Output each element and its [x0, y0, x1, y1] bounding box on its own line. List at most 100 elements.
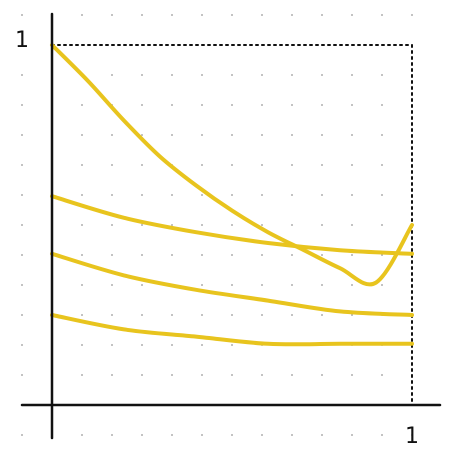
grid-dot	[231, 194, 233, 196]
grid-dot	[141, 14, 143, 16]
grid-dot	[21, 284, 23, 286]
grid-dot	[111, 344, 113, 346]
grid-dot	[321, 134, 323, 136]
grid-dot	[21, 314, 23, 316]
grid-dot	[21, 254, 23, 256]
grid-dot	[351, 434, 353, 436]
grid-dot	[201, 374, 203, 376]
grid-dot	[261, 314, 263, 316]
grid-dot	[21, 374, 23, 376]
grid-dot	[351, 164, 353, 166]
grid-dot	[261, 164, 263, 166]
grid-dot	[201, 194, 203, 196]
grid-dot	[321, 104, 323, 106]
grid-dot	[81, 314, 83, 316]
grid-dot	[261, 284, 263, 286]
grid-dot	[81, 254, 83, 256]
grid-dot	[321, 314, 323, 316]
grid-dot	[231, 74, 233, 76]
grid-dot	[21, 224, 23, 226]
grid-dot	[201, 434, 203, 436]
grid-dot	[141, 374, 143, 376]
grid-dot	[291, 254, 293, 256]
grid-dot	[291, 74, 293, 76]
grid-dot	[351, 104, 353, 106]
grid-dot	[291, 284, 293, 286]
grid-dot	[21, 74, 23, 76]
grid-dot	[111, 284, 113, 286]
grid-dot	[141, 134, 143, 136]
grid-dot	[231, 164, 233, 166]
grid-dot	[351, 134, 353, 136]
grid-dot	[291, 434, 293, 436]
grid-dot	[111, 374, 113, 376]
grid-dot	[201, 254, 203, 256]
y-tick-label: 1	[15, 28, 29, 53]
grid-dot	[321, 284, 323, 286]
axes	[20, 12, 442, 440]
grid-dot	[171, 434, 173, 436]
grid-dot	[381, 284, 383, 286]
grid-dot	[291, 134, 293, 136]
grid-dot	[141, 74, 143, 76]
grid-dot	[351, 284, 353, 286]
grid-dot	[381, 74, 383, 76]
grid-dot	[111, 14, 113, 16]
grid-dot	[291, 14, 293, 16]
grid-dot	[411, 14, 413, 16]
grid-dot	[21, 44, 23, 46]
grid-dot	[21, 164, 23, 166]
grid-dot	[171, 134, 173, 136]
grid-dot	[351, 74, 353, 76]
grid-dot	[381, 434, 383, 436]
grid-dot	[201, 284, 203, 286]
grid-dot	[351, 224, 353, 226]
series-line-1	[50, 43, 414, 287]
grid-dot	[231, 134, 233, 136]
tick-labels: 11	[15, 28, 419, 449]
grid-dot	[321, 434, 323, 436]
grid-dot	[321, 254, 323, 256]
grid-dot	[81, 344, 83, 346]
grid-dot	[21, 344, 23, 346]
grid-dot	[231, 254, 233, 256]
grid-dot	[351, 14, 353, 16]
grid-dot	[141, 104, 143, 106]
grid-dot	[141, 314, 143, 316]
grid-dot	[111, 164, 113, 166]
grid-dot	[171, 104, 173, 106]
grid-dot	[321, 374, 323, 376]
grid-dot	[81, 164, 83, 166]
grid-dot	[321, 224, 323, 226]
grid-dot	[201, 134, 203, 136]
grid-dot	[81, 104, 83, 106]
grid-dot	[201, 224, 203, 226]
grid-dot	[321, 14, 323, 16]
grid-dot	[381, 14, 383, 16]
grid-dot	[291, 164, 293, 166]
grid-dot	[171, 74, 173, 76]
grid-dot	[291, 314, 293, 316]
grid-dot	[261, 224, 263, 226]
grid-dot	[381, 164, 383, 166]
grid-dot	[291, 194, 293, 196]
grid-dot	[291, 374, 293, 376]
grid-dot	[351, 374, 353, 376]
grid-dot	[201, 164, 203, 166]
grid-dot	[381, 194, 383, 196]
grid-dot	[21, 14, 23, 16]
grid-dot	[171, 224, 173, 226]
grid-dot	[81, 134, 83, 136]
grid-dot	[171, 254, 173, 256]
series-line-4	[50, 313, 414, 347]
grid-dot	[21, 434, 23, 436]
grid-dot	[111, 254, 113, 256]
series-layer	[50, 43, 414, 347]
grid-dot	[321, 194, 323, 196]
grid-dot	[81, 194, 83, 196]
grid-dot	[231, 14, 233, 16]
grid-dot	[141, 434, 143, 436]
grid-dot	[231, 344, 233, 346]
grid-dot	[171, 14, 173, 16]
grid-dot	[111, 74, 113, 76]
